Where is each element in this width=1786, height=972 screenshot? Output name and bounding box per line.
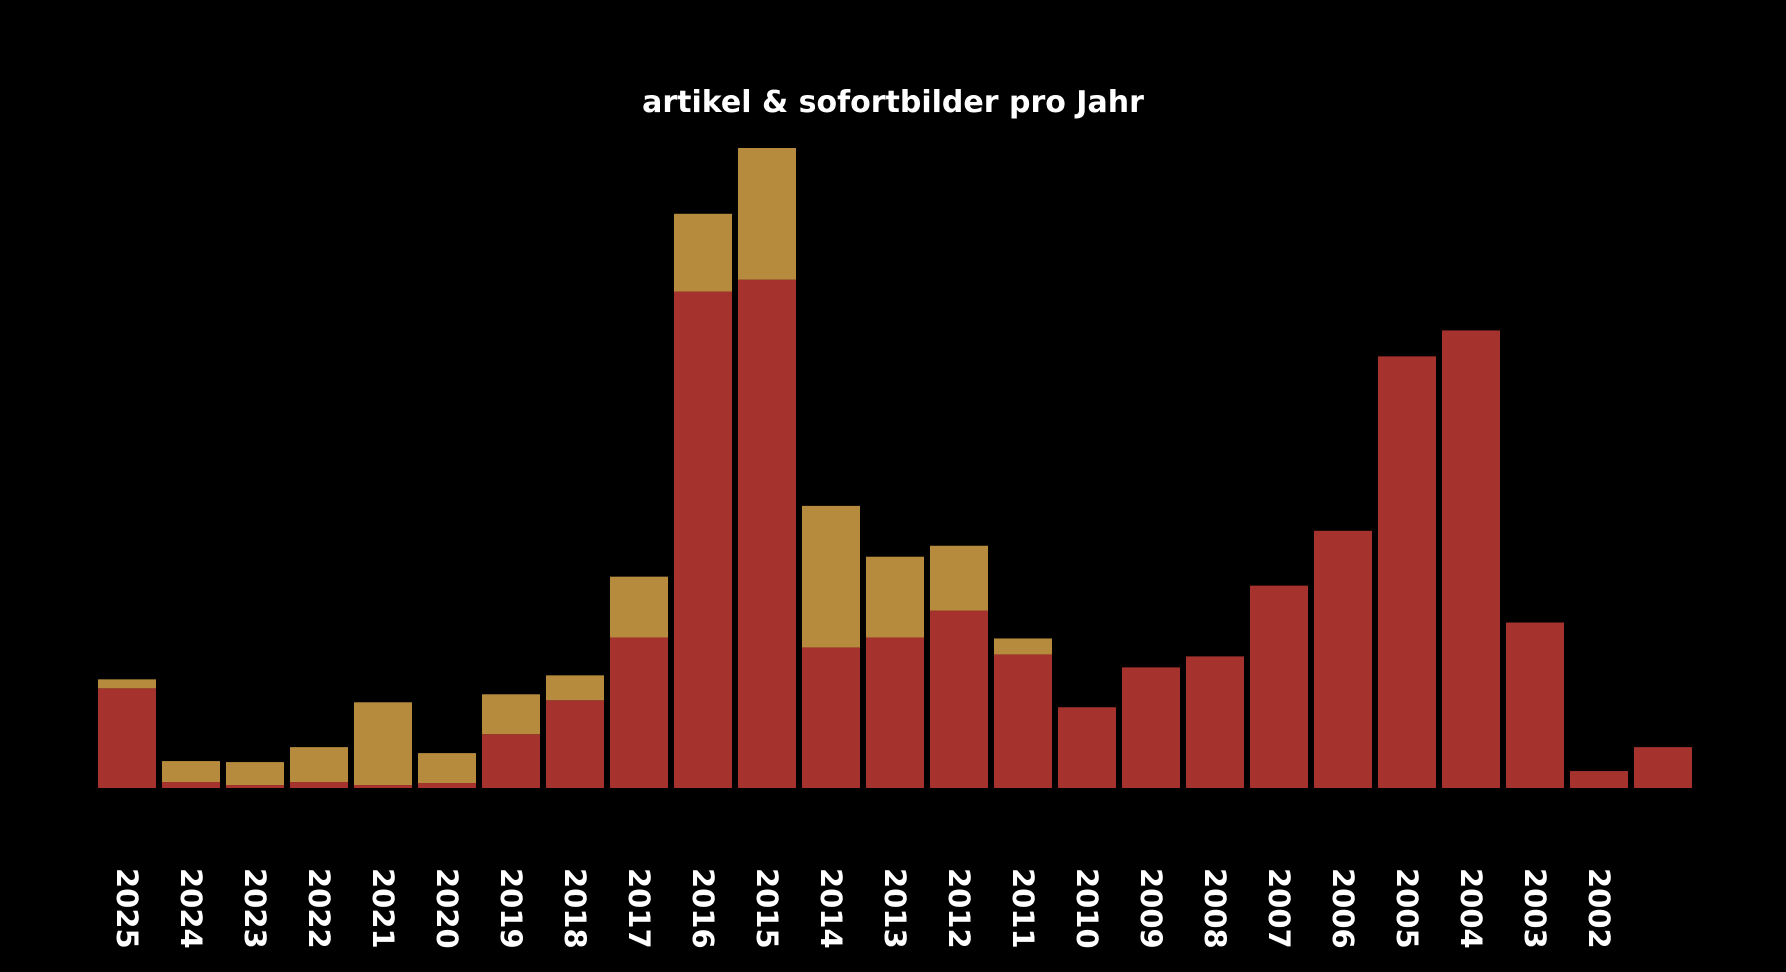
bar-2018-series-1 [546,700,604,788]
x-tick-label-2013: 2013 [878,868,912,949]
bar-2021-series-1 [354,785,412,788]
bar-2022-series-1 [290,782,348,788]
bar-2006-series-1 [1314,530,1372,788]
bar-2017-series-2 [610,576,668,638]
bar-2014-series-1 [802,647,860,788]
x-tick-label-2024: 2024 [174,868,208,949]
bar-2025-series-1 [98,688,156,788]
x-tick-label-2022: 2022 [302,868,336,949]
bar-2022-series-2 [290,747,348,783]
bar-2008-series-1 [1186,656,1244,788]
bar-2014-series-2 [802,505,860,648]
bar-2009-series-1 [1122,667,1180,788]
x-tick-label-2007: 2007 [1262,868,1296,949]
bar-unlabeled-series-1 [1634,747,1692,788]
x-tick-label-2011: 2011 [1006,868,1040,949]
bar-2015-series-2 [738,148,796,280]
bar-2020-series-1 [418,783,476,788]
x-tick-label-2009: 2009 [1134,868,1168,949]
bar-2016-series-2 [674,213,732,292]
x-tick-label-2016: 2016 [686,868,720,949]
x-tick-label-2025: 2025 [110,868,144,949]
x-tick-label-2005: 2005 [1390,868,1424,949]
x-tick-label-2014: 2014 [814,868,848,949]
bar-2010-series-1 [1058,707,1116,788]
x-tick-label-2017: 2017 [622,868,656,949]
x-tick-label-2021: 2021 [366,868,400,949]
chart-title: artikel & sofortbilder pro Jahr [642,85,1144,120]
bar-2017-series-1 [610,637,668,788]
x-tick-label-2012: 2012 [942,868,976,949]
bar-2012-series-2 [930,545,988,611]
bar-2024-series-2 [162,761,220,783]
bar-2016-series-1 [674,291,732,788]
bar-2020-series-2 [418,753,476,784]
bar-2005-series-1 [1378,356,1436,788]
bar-2004-series-1 [1442,330,1500,788]
x-tick-label-2010: 2010 [1070,868,1104,949]
bars-group [98,148,1692,788]
bar-2021-series-2 [354,702,412,786]
bar-2023-series-1 [226,785,284,788]
bar-2018-series-2 [546,675,604,701]
bar-2007-series-1 [1250,585,1308,788]
bar-2011-series-2 [994,638,1052,655]
x-tick-label-2003: 2003 [1518,868,1552,949]
bar-2024-series-1 [162,782,220,788]
bar-2013-series-2 [866,556,924,638]
x-tick-label-2006: 2006 [1326,868,1360,949]
x-tick-label-2018: 2018 [558,868,592,949]
x-tick-label-2008: 2008 [1198,868,1232,949]
bar-2019-series-1 [482,734,540,788]
bar-2003-series-1 [1506,622,1564,788]
x-tick-label-2020: 2020 [430,868,464,949]
x-tick-labels: 2025 2024 2023 2022 2021 2020 2019 2018 2017 2016… [110,868,1616,949]
bar-2023-series-2 [226,762,284,786]
bar-2013-series-1 [866,637,924,788]
bar-2011-series-1 [994,654,1052,788]
bar-2012-series-1 [930,610,988,788]
x-tick-label-2019: 2019 [494,868,528,949]
x-tick-label-2002: 2002 [1582,868,1616,949]
x-tick-label-2004: 2004 [1454,868,1488,949]
x-tick-label-2023: 2023 [238,868,272,949]
bar-2019-series-2 [482,694,540,735]
bar-2002-series-1 [1570,771,1628,788]
bar-2015-series-1 [738,279,796,788]
bar-2025-series-2 [98,679,156,689]
x-tick-label-2015: 2015 [750,868,784,949]
